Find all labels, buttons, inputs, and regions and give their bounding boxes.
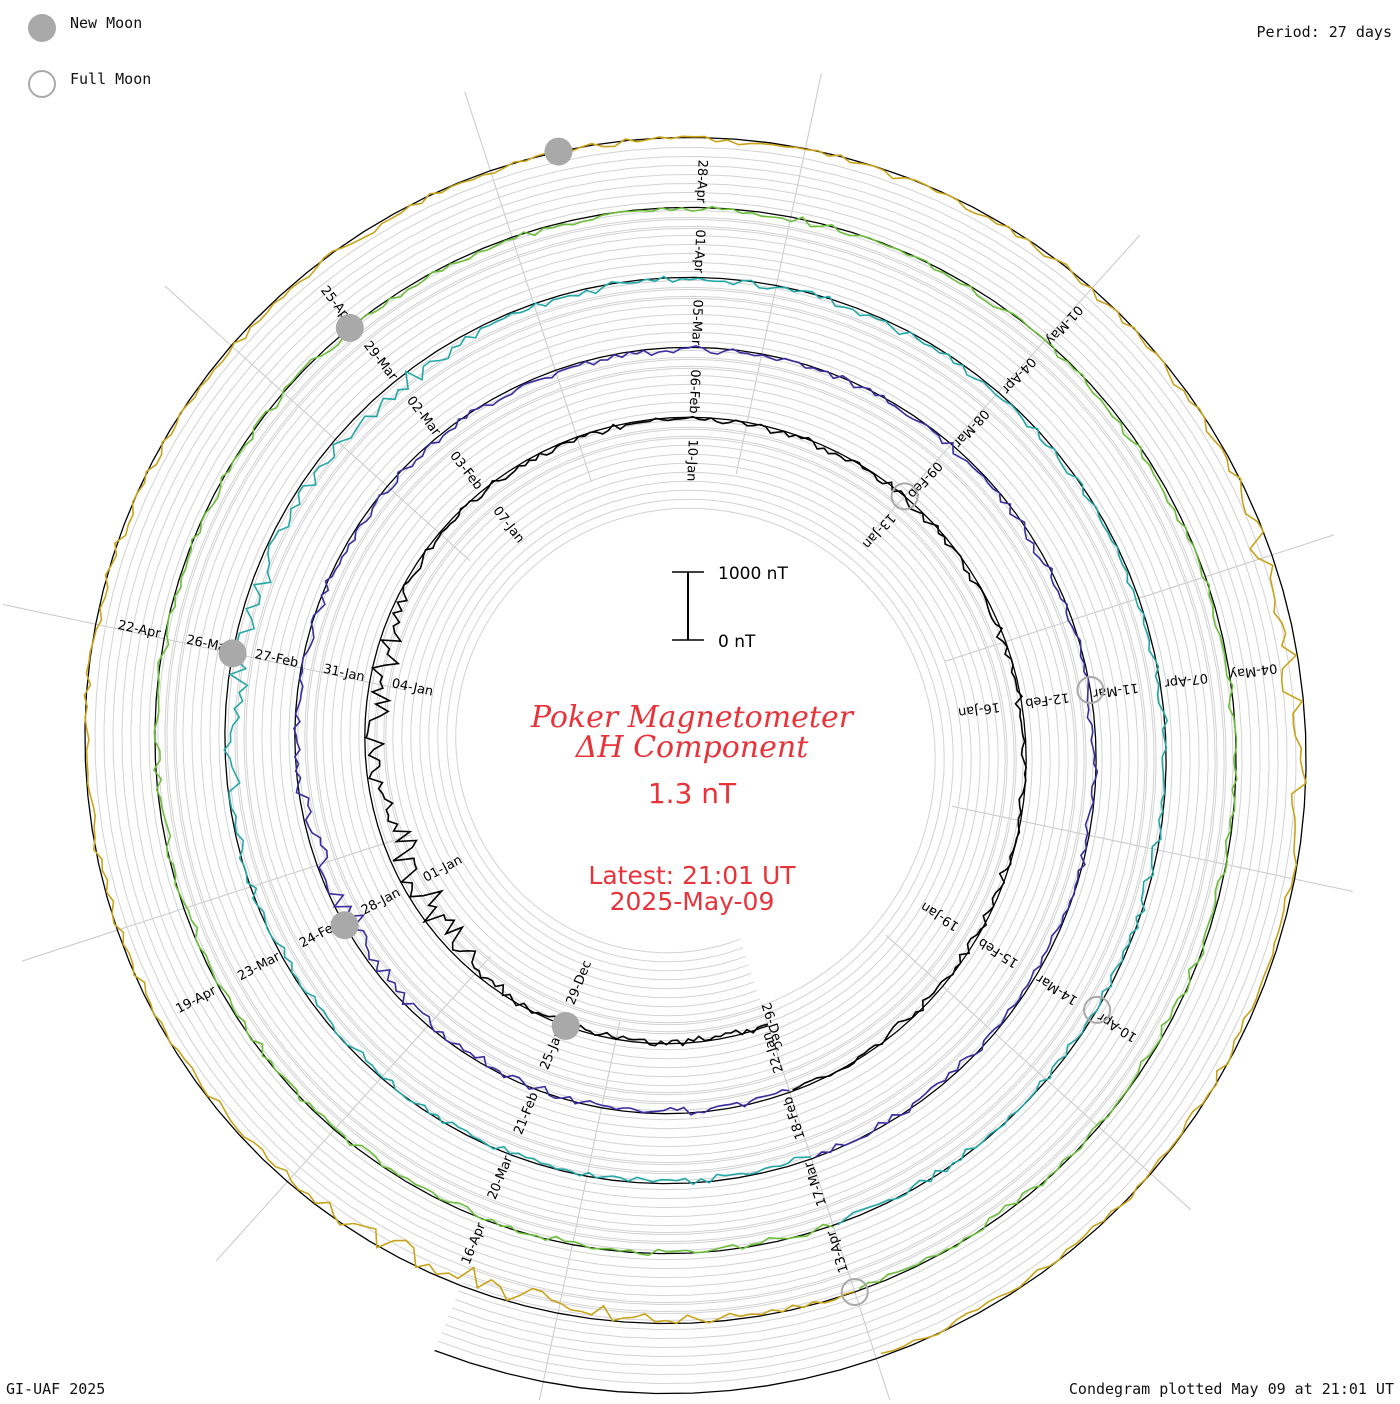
- date-label: 06-Feb: [686, 369, 703, 414]
- spoke-line: [21, 834, 412, 962]
- legend-full-moon-label: Full Moon: [70, 70, 152, 88]
- full-moon-marker: [890, 482, 919, 511]
- new-moon-icon: [28, 14, 56, 42]
- trace-turn-0: [365, 415, 1028, 1091]
- trace-turn-3: [152, 205, 1238, 1290]
- date-label: 29-Dec: [564, 958, 595, 1007]
- date-label: 05-Mar: [688, 299, 705, 346]
- spoke-line: [464, 91, 592, 482]
- date-label: 07-Jan: [489, 504, 527, 546]
- date-label: 03-Feb: [446, 449, 485, 493]
- current-value: 1.3 nT: [648, 777, 737, 810]
- date-label: 29-Mar: [360, 338, 400, 384]
- scale-bottom-label: 0 nT: [718, 632, 756, 652]
- date-label: 13-Jan: [859, 510, 898, 551]
- period-label: Period: 27 days: [1256, 23, 1392, 41]
- date-label: 04-May: [1228, 660, 1278, 682]
- new-moon-marker: [330, 911, 359, 940]
- spoke-line: [215, 955, 492, 1262]
- date-label: 16-Jan: [957, 699, 1001, 720]
- date-label: 01-Apr: [691, 229, 708, 274]
- latest-time: Latest: 21:01 UT: [588, 861, 796, 890]
- chart-title: Poker Magnetometer: [530, 700, 855, 735]
- spiral-gridline: [157, 209, 1234, 1322]
- date-label: 20-Mar: [485, 1153, 516, 1202]
- full-moon-marker: [840, 1278, 869, 1307]
- spoke-line: [538, 1021, 621, 1404]
- date-label: 04-Jan: [390, 676, 434, 699]
- chart-subtitle: ΔH Component: [575, 730, 809, 765]
- data-traces: [83, 135, 1308, 1355]
- full-moon-icon: [28, 70, 56, 98]
- spiral-gridline: [112, 164, 1279, 1367]
- date-label: 01-May: [1042, 302, 1086, 348]
- new-moon-marker: [544, 137, 573, 166]
- moon-markers: [218, 137, 1112, 1307]
- date-label: 17-Mar: [801, 1159, 830, 1208]
- spoke-line: [885, 934, 1192, 1211]
- date-label: 18-Feb: [781, 1095, 809, 1142]
- full-moon-marker: [1083, 995, 1112, 1024]
- date-label: 31-Jan: [322, 662, 366, 685]
- legend-new-moon-label: New Moon: [70, 14, 143, 32]
- date-label: 07-Apr: [1163, 670, 1209, 691]
- scale-top-label: 1000 nT: [718, 564, 788, 584]
- spoke-line: [764, 1014, 892, 1404]
- new-moon-marker: [551, 1011, 580, 1040]
- latest-date: 2025-May-09: [610, 887, 775, 916]
- new-moon-marker: [218, 639, 247, 668]
- date-label: 19-Apr: [173, 983, 219, 1017]
- spoke-line: [735, 72, 822, 475]
- date-label: 11-Mar: [1091, 679, 1139, 700]
- footer-credit: GI-UAF 2025: [6, 1380, 106, 1398]
- spiral-gridline: [139, 191, 1252, 1340]
- date-label: 10-Jan: [683, 439, 699, 481]
- date-label: 02-Mar: [403, 394, 443, 440]
- trace-turn-4: [83, 135, 1308, 1355]
- spiral-gridlines: [94, 146, 1297, 1385]
- spiral-gridline: [166, 218, 1225, 1313]
- spiral-gridline: [130, 182, 1261, 1349]
- scale-bar: 1000 nT 0 nT: [672, 564, 788, 652]
- date-label: 23-Mar: [235, 949, 283, 984]
- spiral-gridline: [175, 227, 1216, 1304]
- new-moon-marker: [335, 313, 364, 342]
- spiral-gridline: [148, 200, 1243, 1331]
- date-label: 13-Apr: [824, 1228, 852, 1275]
- trace-turn-2: [223, 275, 1169, 1226]
- date-label: 28-Apr: [693, 159, 710, 204]
- spiral-gridline: [94, 146, 1297, 1385]
- date-label: 12-Feb: [1024, 689, 1070, 710]
- full-moon-marker: [1076, 676, 1105, 705]
- footer-plotted: Condegram plotted May 09 at 21:01 UT: [1068, 1380, 1394, 1398]
- trace-turn-1: [292, 345, 1099, 1159]
- spiral-gridline: [121, 173, 1270, 1358]
- radial-spokes: [2, 72, 1354, 1404]
- spiral-gridline: [103, 155, 1288, 1376]
